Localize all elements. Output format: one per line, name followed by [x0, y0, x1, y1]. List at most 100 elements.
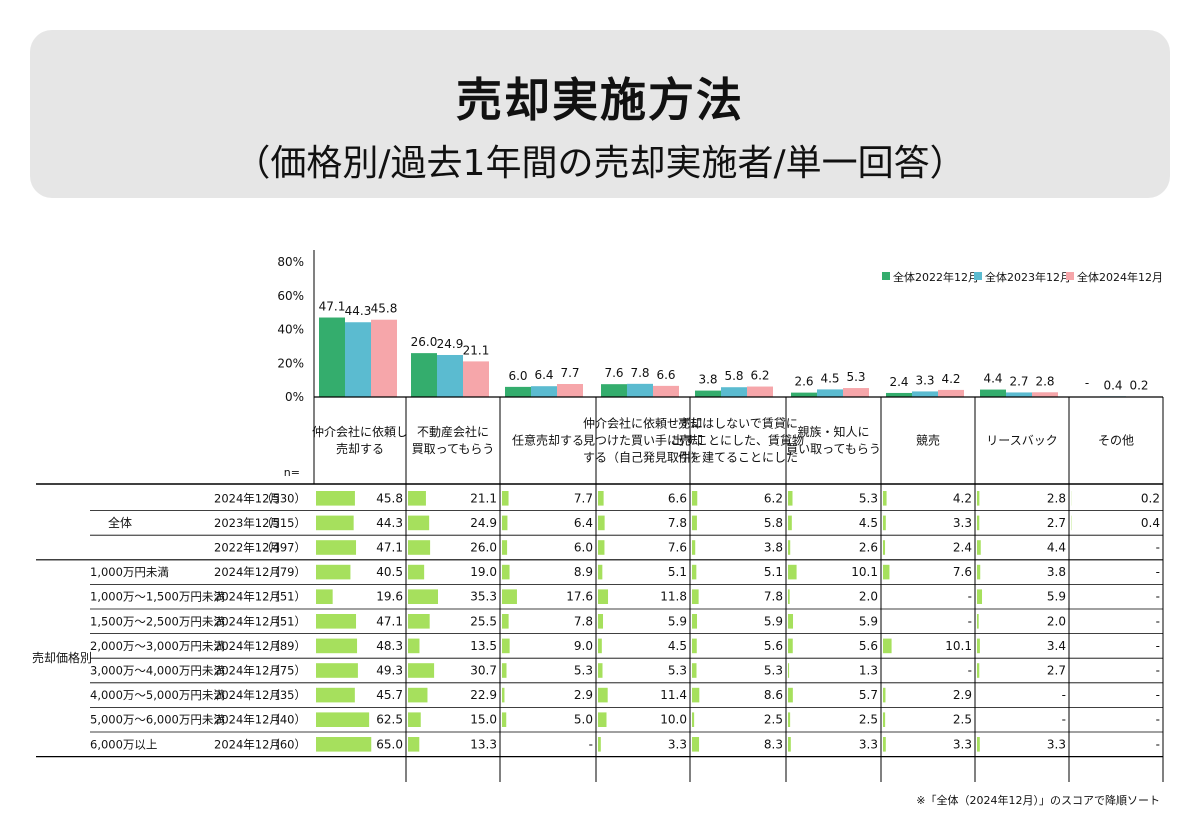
y-tick-label: 20% [277, 356, 304, 370]
row-n-label: （89） [268, 639, 306, 653]
bar-1-cat-4 [601, 384, 627, 397]
table-bar [692, 687, 700, 703]
table-cell-value: 7.6 [668, 541, 687, 555]
category-label: その他 [1098, 434, 1134, 448]
bar-value-label: 6.4 [534, 368, 553, 382]
table-cell-value: 6.2 [764, 491, 783, 505]
table-bar [502, 712, 507, 727]
table-bar [598, 737, 601, 752]
row-n-label: （530） [261, 491, 306, 505]
group-label: 売却価格別 [32, 650, 92, 665]
table-bar [692, 737, 700, 752]
table-cell-value: 11.8 [660, 590, 687, 604]
table-bar [316, 687, 355, 703]
table-cell-value: 5.8 [764, 516, 783, 530]
row-n-label: （60） [268, 737, 306, 751]
table-cell-value: 3.3 [668, 737, 687, 751]
table-bar [788, 663, 790, 678]
bar-value-label: 7.6 [604, 366, 623, 380]
table-cell-value: 44.3 [376, 516, 403, 530]
bar-1-cat-3 [505, 386, 531, 397]
table-bar [788, 491, 793, 506]
row-n-label: （40） [268, 713, 306, 727]
bar-3-cat-2 [463, 361, 489, 397]
table-bar [598, 638, 602, 654]
table-bar [598, 614, 604, 629]
bar-value-label: 5.8 [724, 369, 743, 383]
table-bar [408, 712, 421, 727]
y-tick-label: 60% [277, 289, 304, 303]
table-bar [692, 663, 697, 678]
table-cell-value: 65.0 [376, 737, 403, 751]
table-bar [316, 540, 357, 555]
row-date-label: 2023年12月 [214, 516, 281, 530]
table-cell-value: 7.7 [574, 491, 593, 505]
table-bar [788, 540, 791, 555]
table-cell-value: 10.1 [851, 565, 878, 579]
table-bar [502, 614, 509, 629]
table-bar [788, 687, 793, 703]
table-bar [408, 589, 439, 604]
table-bar [408, 564, 425, 580]
bar-value-label: 2.7 [1009, 374, 1028, 388]
table-bar [598, 540, 605, 555]
table-bar [977, 737, 980, 752]
table-cell-value: 3.4 [1047, 639, 1066, 653]
table-cell-value: 10.1 [945, 639, 972, 653]
table-bar [977, 515, 980, 531]
table-bar [883, 687, 886, 703]
table-cell-value: 2.6 [859, 541, 878, 555]
bar-value-label: 2.4 [889, 375, 908, 389]
row-n-label: （75） [268, 664, 306, 678]
row-date-label: 2024年12月 [214, 664, 281, 678]
bar-3-cat-3 [557, 384, 583, 397]
table-cell-value: 2.0 [1047, 614, 1066, 628]
table-cell-value: 0.2 [1141, 491, 1160, 505]
table-bar [502, 515, 508, 531]
table-cell-value: 26.0 [470, 541, 497, 555]
table-bar [598, 589, 609, 604]
category-label: 出すことにした、賃貸物 [672, 433, 804, 448]
bar-3-cat-4 [653, 385, 679, 397]
table-cell-value: 6.4 [574, 516, 593, 530]
table-cell-value: 5.3 [574, 664, 593, 678]
table-cell-value: 7.8 [668, 516, 687, 530]
category-label: する（自己発見取引） [583, 451, 703, 465]
table-cell-value: - [1156, 565, 1160, 579]
table-cell-value: - [1156, 688, 1160, 702]
table-cell-value: 48.3 [376, 639, 403, 653]
bar-2-cat-1 [345, 322, 371, 397]
table-bar [883, 564, 890, 580]
row-date-label: 2024年12月 [214, 590, 281, 604]
bar-value-label: 6.2 [750, 369, 769, 383]
table-bar [316, 491, 355, 506]
table-bar [788, 589, 790, 604]
table-cell-value: 19.6 [376, 590, 403, 604]
table-cell-value: 3.8 [1047, 565, 1066, 579]
table-bar [502, 589, 517, 604]
table-bar [408, 515, 430, 531]
table-cell-value: 5.7 [859, 688, 878, 702]
bar-value-label: 7.8 [630, 366, 649, 380]
table-bar [977, 540, 981, 555]
y-tick-label: 80% [277, 255, 304, 269]
row-date-label: 2024年12月 [214, 737, 281, 751]
table-cell-value: 1.3 [859, 664, 878, 678]
table-bar [883, 515, 886, 531]
bar-value-label: 0.2 [1129, 379, 1148, 393]
table-cell-value: 4.5 [668, 639, 687, 653]
table-bar [408, 614, 430, 629]
table-bar [598, 712, 607, 727]
bar-value-label: 3.3 [915, 373, 934, 387]
row-subgroup-label: 1,000万円未満 [90, 565, 169, 579]
table-bar [788, 638, 793, 654]
title-panel: 売却実施方法 （価格別/過去1年間の売却実施者/単一回答） [30, 30, 1170, 198]
table-bar [692, 589, 699, 604]
category-label: 親族・知人に [797, 425, 869, 439]
table-bar [692, 515, 697, 531]
bar-value-label: 21.1 [463, 343, 490, 357]
row-date-label: 2024年12月 [214, 639, 281, 653]
table-cell-value: - [1156, 614, 1160, 628]
table-bar [502, 663, 507, 678]
bar-1-cat-1 [319, 317, 345, 397]
